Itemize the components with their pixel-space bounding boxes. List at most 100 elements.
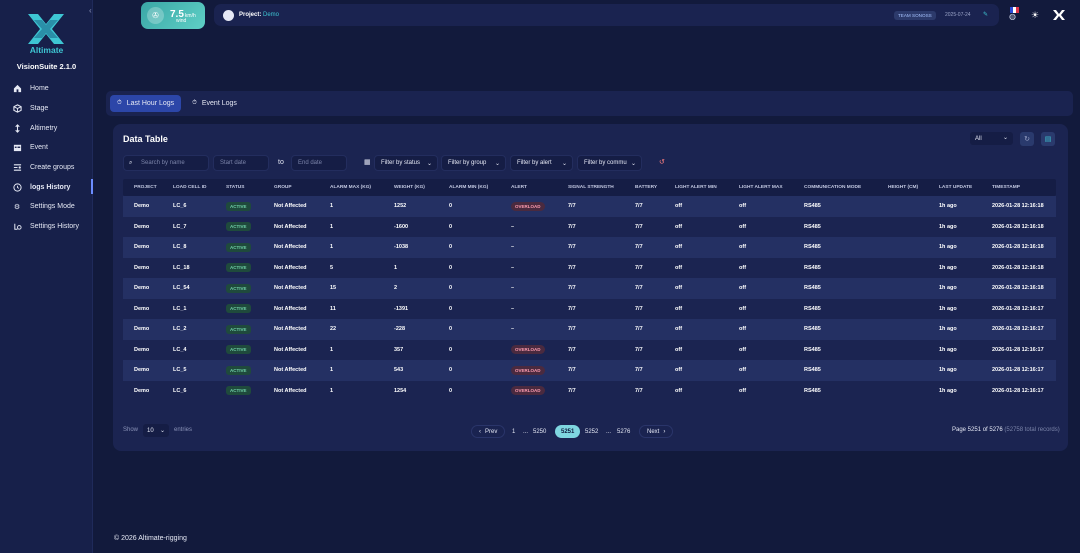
page-5252[interactable]: 5252 bbox=[585, 428, 599, 435]
table-cell: 2026-01-28 12:16:17 bbox=[992, 346, 1044, 353]
header-date: 2025-07-24 bbox=[945, 12, 971, 18]
end-date-input[interactable]: End date bbox=[291, 155, 347, 171]
column-header[interactable]: GROUP bbox=[274, 185, 292, 190]
table-cell: RS485 bbox=[804, 387, 821, 394]
sidebar-item-logs-history[interactable]: logs History bbox=[0, 177, 93, 197]
table-cell: LC_54 bbox=[173, 285, 190, 292]
group-filter[interactable]: Filter by group ⌄ bbox=[441, 155, 506, 171]
chevron-down-icon: ⌄ bbox=[561, 160, 567, 167]
sidebar-item-settings-mode[interactable]: ⚙ Settings Mode bbox=[0, 197, 93, 217]
view-select[interactable]: All ⌄ bbox=[970, 132, 1013, 145]
sidebar-item-home[interactable]: Home bbox=[0, 79, 93, 99]
table-cell: – bbox=[511, 244, 515, 251]
table-cell: 7/7 bbox=[635, 244, 643, 251]
column-header[interactable]: SIGNAL STRENGTH bbox=[568, 185, 614, 190]
table-row[interactable]: Demo LC_8 ACTIVE Not Affected 1 -1038 0 – 7/7 7/7… bbox=[123, 237, 1056, 258]
table-cell: -1391 bbox=[394, 305, 409, 312]
communication-filter[interactable]: Filter by commu ⌄ bbox=[577, 155, 642, 171]
page-size-select[interactable]: 10 ⌄ bbox=[143, 424, 169, 437]
status-badge: ACTIVE bbox=[226, 386, 251, 396]
table-cell: LC_2 bbox=[173, 326, 187, 333]
table-cell: 1 bbox=[330, 346, 334, 353]
column-header[interactable]: ALARM MAX (KG) bbox=[330, 185, 372, 190]
column-header[interactable]: STATUS bbox=[226, 185, 245, 190]
sidebar-item-altimetry[interactable]: Altimetry bbox=[0, 118, 93, 138]
column-header[interactable]: ALERT bbox=[511, 185, 527, 190]
column-header[interactable]: LIGHT ALERT MIN bbox=[675, 185, 717, 190]
table-cell: Demo bbox=[134, 305, 150, 312]
sidebar-item-settings-history[interactable]: Settings History bbox=[0, 217, 93, 237]
table-row[interactable]: Demo LC_2 ACTIVE Not Affected 22 -228 0 – 7/7 7/7… bbox=[123, 319, 1056, 340]
table-cell: LC_7 bbox=[173, 223, 187, 230]
status-filter[interactable]: Filter by status ⌄ bbox=[374, 155, 438, 171]
column-header[interactable]: TIMESTAMP bbox=[992, 185, 1020, 190]
table-row[interactable]: Demo LC_6 ACTIVE Not Affected 1 1252 0 OVERLOAD… bbox=[123, 196, 1056, 217]
collapse-sidebar-icon[interactable]: ‹ bbox=[89, 6, 92, 15]
sun-icon[interactable]: ☀ bbox=[1031, 10, 1040, 20]
table-row[interactable]: Demo LC_5 ACTIVE Not Affected 1 543 0 OVERLOAD 7… bbox=[123, 360, 1056, 381]
column-header[interactable]: WEIGHT (KG) bbox=[394, 185, 425, 190]
table-cell: 7/7 bbox=[635, 285, 643, 292]
prev-page-button[interactable]: ‹ Prev bbox=[471, 425, 506, 438]
page-5276[interactable]: 5276 bbox=[617, 428, 631, 435]
column-header[interactable]: BATTERY bbox=[635, 185, 658, 190]
page-5251-current[interactable]: 5251 bbox=[555, 425, 581, 438]
column-header[interactable]: LOAD CELL ID bbox=[173, 185, 207, 190]
export-button[interactable]: ▤ bbox=[1041, 132, 1055, 146]
table-cell: 7/7 bbox=[568, 285, 576, 292]
wind-value-wrap: 7.5km/h bbox=[170, 10, 196, 21]
sidebar-item-event[interactable]: Event bbox=[0, 138, 93, 158]
altimate-small-logo[interactable] bbox=[1053, 10, 1065, 20]
home-icon bbox=[12, 84, 22, 94]
table-cell: off bbox=[675, 305, 683, 312]
altimetry-icon bbox=[12, 123, 22, 133]
table-row[interactable]: Demo LC_6 ACTIVE Not Affected 1 1254 0 OVERLOAD… bbox=[123, 381, 1056, 402]
avatar[interactable] bbox=[223, 9, 234, 21]
table-row[interactable]: Demo LC_4 ACTIVE Not Affected 1 357 0 OVERLOAD 7… bbox=[123, 340, 1056, 361]
alert-filter[interactable]: Filter by alert ⌄ bbox=[510, 155, 573, 171]
column-header[interactable]: PROJECT bbox=[134, 185, 157, 190]
sidebar-item-create-groups[interactable]: Create groups bbox=[0, 158, 93, 178]
table-cell: 7/7 bbox=[568, 244, 576, 251]
table-cell: Not Affected bbox=[274, 305, 307, 312]
tab-last-hour-logs[interactable]: ⏱ Last Hour Logs bbox=[110, 95, 182, 112]
globe-icon[interactable]: ◍ bbox=[1009, 12, 1016, 21]
calendar-icon[interactable]: ▦ bbox=[364, 159, 371, 166]
column-header[interactable]: LIGHT ALERT MAX bbox=[739, 185, 783, 190]
table-cell: Not Affected bbox=[274, 285, 307, 292]
sidebar-nav: Home Stage Altimetry Event Create groups… bbox=[0, 79, 93, 237]
refresh-button[interactable]: ↻ bbox=[1020, 132, 1034, 146]
tab-event-logs[interactable]: ⏱ Event Logs bbox=[185, 95, 244, 112]
table-cell: 22 bbox=[330, 326, 337, 333]
sidebar-item-stage[interactable]: Stage bbox=[0, 99, 93, 119]
table-cell: -1600 bbox=[394, 223, 409, 230]
table-cell: ACTIVE bbox=[226, 324, 251, 334]
page-size-value: 10 bbox=[147, 427, 154, 434]
reset-filters-icon[interactable]: ↺ bbox=[659, 159, 665, 166]
table-cell: -1038 bbox=[394, 244, 409, 251]
table-cell: 0 bbox=[449, 223, 453, 230]
column-header[interactable]: LAST UPDATE bbox=[939, 185, 973, 190]
table-row[interactable]: Demo LC_54 ACTIVE Not Affected 15 2 0 – 7/7 7/7 of… bbox=[123, 278, 1056, 299]
table-cell: 7/7 bbox=[635, 264, 643, 271]
prev-label: Prev bbox=[485, 428, 498, 435]
column-header[interactable]: COMMUNICATION MODE bbox=[804, 185, 862, 190]
table-cell: ACTIVE bbox=[226, 365, 251, 375]
page-5250[interactable]: 5250 bbox=[533, 428, 547, 435]
status-badge: ACTIVE bbox=[226, 304, 251, 314]
table-row[interactable]: Demo LC_7 ACTIVE Not Affected 1 -1600 0 – 7/7 7/7… bbox=[123, 217, 1056, 238]
start-date-input[interactable]: Start date bbox=[213, 155, 269, 171]
column-header[interactable]: HEIGHT (CM) bbox=[888, 185, 919, 190]
table-cell: off bbox=[739, 244, 747, 251]
page-1[interactable]: 1 bbox=[512, 428, 516, 435]
edit-icon[interactable]: ✎ bbox=[983, 12, 989, 18]
column-header[interactable]: ALARM MIN (KG) bbox=[449, 185, 489, 190]
next-page-button[interactable]: Next › bbox=[639, 425, 674, 438]
table-cell: RS485 bbox=[804, 305, 821, 312]
table-row[interactable]: Demo LC_18 ACTIVE Not Affected 5 1 0 – 7/7 7/7 off… bbox=[123, 258, 1056, 279]
table-row[interactable]: Demo LC_1 ACTIVE Not Affected 11 -1391 0 – 7/7 7/… bbox=[123, 299, 1056, 320]
table-cell: LC_6 bbox=[173, 203, 187, 210]
table-cell: 2026-01-28 12:16:17 bbox=[992, 387, 1044, 394]
search-input[interactable]: ⌕ Search by name bbox=[123, 155, 209, 171]
french-flag-icon[interactable] bbox=[1010, 7, 1019, 13]
